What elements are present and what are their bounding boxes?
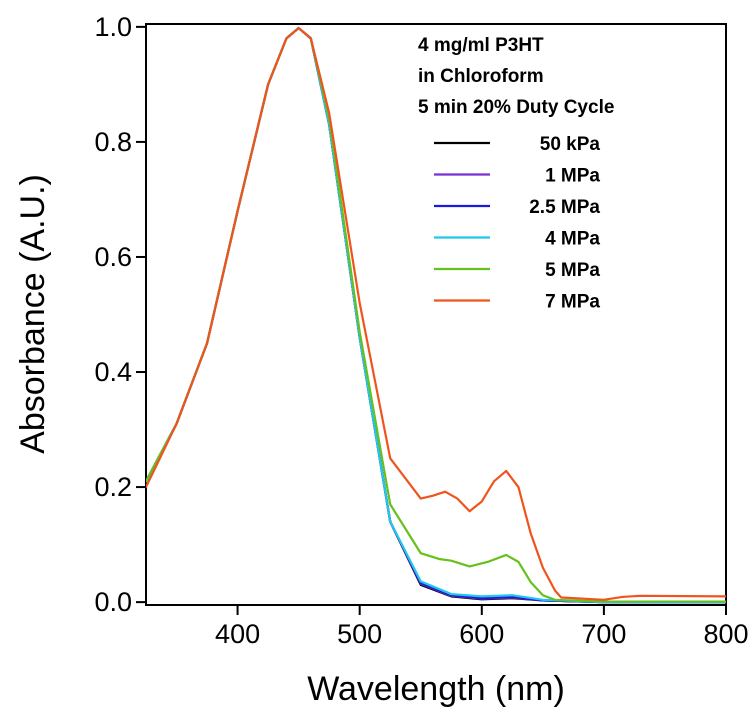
y-tick-label-3: 0.6 (94, 242, 132, 272)
y-tick-label-0: 0.0 (94, 587, 132, 617)
legend-label-3: 4 MPa (545, 229, 600, 250)
legend-label-5: 7 MPa (545, 292, 600, 313)
y-tick-label-1: 0.2 (94, 472, 132, 502)
y-tick-label-2: 0.4 (94, 357, 132, 387)
legend-label-1: 1 MPa (545, 166, 600, 187)
y-axis-ticks: 0.0 0.2 0.4 0.6 0.8 1.0 (94, 12, 146, 617)
legend-label-4: 5 MPa (545, 260, 600, 281)
x-axis-ticks: 400 500 600 700 800 (215, 605, 749, 649)
legend-title-line-3: 5 min 20% Duty Cycle (418, 97, 614, 118)
x-tick-label-0: 400 (215, 619, 260, 649)
legend-label-2: 2.5 MPa (529, 197, 600, 218)
x-tick-label-3: 700 (581, 619, 626, 649)
series-layer (146, 26, 726, 604)
x-tick-label-1: 500 (337, 619, 382, 649)
plot-frame (145, 23, 727, 606)
x-axis-label: Wavelength (nm) (307, 670, 565, 708)
x-tick-label-4: 800 (703, 619, 748, 649)
y-tick-label-4: 0.8 (94, 127, 132, 157)
legend: 4 mg/ml P3HT in Chloroform 5 min 20% Dut… (418, 35, 614, 313)
series-line-7-mpa (146, 26, 726, 601)
y-axis-label: Absorbance (A.U.) (14, 174, 52, 454)
legend-label-0: 50 kPa (540, 134, 601, 155)
x-tick-label-2: 600 (459, 619, 504, 649)
y-tick-label-5: 1.0 (94, 12, 132, 42)
legend-title-line-2: in Chloroform (418, 66, 544, 87)
legend-items: 50 kPa 1 MPa 2.5 MPa 4 MPa 5 MPa 7 MPa (434, 134, 600, 313)
legend-title-line-1: 4 mg/ml P3HT (418, 35, 544, 56)
